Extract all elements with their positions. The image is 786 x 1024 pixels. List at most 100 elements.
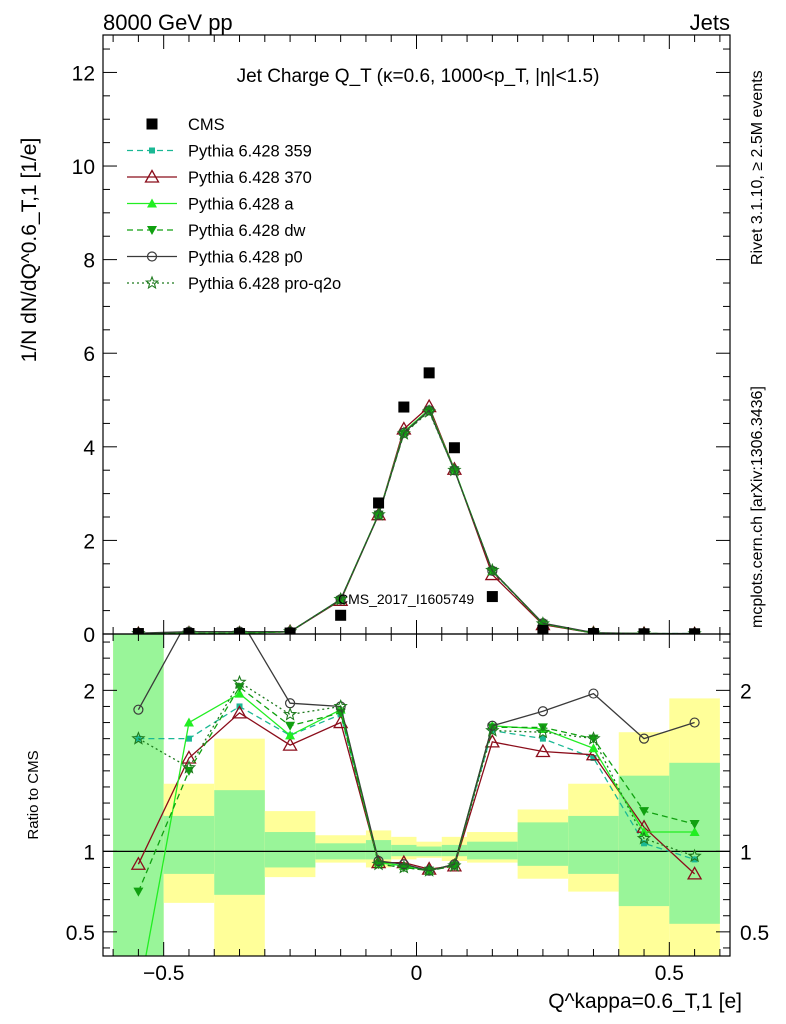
- data-point: [590, 754, 597, 761]
- stat-uncertainty-band: [568, 815, 619, 874]
- data-point: [333, 699, 348, 713]
- data-point: [588, 688, 599, 699]
- y-tick-label: 2: [83, 530, 95, 553]
- data-point: [539, 735, 546, 742]
- data-point: [641, 840, 648, 847]
- legend-label: Pythia 6.428 359: [188, 143, 312, 161]
- data-point: [146, 251, 158, 262]
- data-point: [448, 442, 460, 454]
- legend-item: Pythia 6.428 pro-q2o: [127, 275, 341, 293]
- y-tick-label: 10: [72, 156, 95, 179]
- data-point: [398, 401, 410, 413]
- data-point: [232, 674, 247, 689]
- data-point: [687, 848, 702, 863]
- y-tick-label: 0: [83, 624, 95, 647]
- data-point: [638, 733, 650, 744]
- legend-label: Pythia 6.428 dw: [188, 222, 305, 240]
- x-tick-label: 0: [411, 962, 423, 985]
- data-point: [147, 198, 157, 208]
- stat-uncertainty-band: [391, 844, 417, 857]
- data-point: [535, 743, 551, 758]
- legend-item: Pythia 6.428 p0: [127, 249, 303, 267]
- data-point: [285, 721, 296, 731]
- data-point: [485, 562, 500, 577]
- legend-label: CMS: [188, 116, 225, 134]
- data-point: [133, 887, 144, 897]
- stat-uncertainty-band: [113, 634, 164, 956]
- data-point: [333, 591, 348, 606]
- ratio-y-tick-label: 2: [83, 680, 95, 703]
- data-point: [487, 720, 498, 731]
- chart-title: Jet Charge Q_T (κ=0.6, 1000<p_T, |η|<1.5…: [237, 66, 600, 87]
- data-point: [231, 705, 248, 719]
- energy-label: 8000 GeV pp: [103, 10, 233, 35]
- data-point: [447, 858, 462, 872]
- data-point: [537, 723, 548, 733]
- data-point: [181, 760, 197, 774]
- legend-item: Pythia 6.428 a: [127, 196, 294, 214]
- data-point: [185, 735, 192, 742]
- data-point: [586, 731, 601, 745]
- ratio-y-tick-label: 0.5: [740, 922, 769, 945]
- data-point: [686, 866, 703, 880]
- stat-uncertainty-band: [441, 844, 468, 857]
- data-point: [689, 827, 700, 837]
- ratio-line: [145, 692, 695, 956]
- ratio-line: [138, 681, 695, 872]
- data-point: [485, 723, 500, 737]
- data-point: [449, 465, 460, 476]
- data-point: [335, 609, 347, 621]
- series-layer: [130, 367, 703, 1000]
- data-point: [447, 462, 462, 477]
- stat-uncertainty-band: [214, 790, 265, 895]
- ratio-y-tick-label: 0.5: [66, 922, 95, 945]
- data-point: [146, 118, 158, 130]
- ratio-y-tick-label: 1: [740, 841, 752, 864]
- ratio-line: [137, 634, 695, 872]
- stat-uncertainty-band: [264, 832, 316, 868]
- legend-label: Pythia 6.428 a: [188, 196, 294, 214]
- band-layer: [103, 634, 730, 956]
- data-point: [234, 688, 245, 698]
- data-point: [235, 613, 244, 622]
- data-point: [133, 991, 143, 1000]
- data-point: [373, 497, 385, 509]
- data-point: [131, 731, 146, 745]
- ratio-y-tick-label: 2: [740, 680, 752, 703]
- data-point: [639, 807, 650, 817]
- data-point: [149, 147, 155, 154]
- stat-uncertainty-band: [365, 840, 392, 860]
- ratio-bands: [113, 634, 720, 956]
- y-tick-label: 12: [72, 62, 95, 85]
- data-point: [184, 613, 193, 622]
- data-point: [285, 730, 296, 740]
- data-point: [371, 507, 386, 521]
- data-point: [282, 737, 298, 751]
- data-point: [371, 856, 386, 871]
- data-point: [421, 863, 437, 877]
- data-point: [144, 275, 160, 290]
- data-point: [282, 706, 298, 721]
- data-point: [636, 831, 652, 845]
- data-point: [335, 595, 346, 605]
- data-point: [423, 367, 435, 379]
- ratio-line: [137, 712, 696, 875]
- x-tick-label: −0.5: [143, 962, 184, 985]
- data-point: [689, 717, 700, 728]
- data-point: [183, 717, 194, 727]
- series-line: [138, 410, 695, 634]
- process-label: Jets: [690, 10, 730, 35]
- x-tick-label: 0.5: [655, 962, 684, 985]
- data-point: [133, 704, 144, 715]
- data-point: [130, 856, 147, 870]
- data-point: [486, 591, 498, 603]
- stat-uncertainty-band: [517, 822, 569, 866]
- legend-item: Pythia 6.428 359: [127, 143, 312, 161]
- stat-uncertainty-band: [669, 762, 720, 924]
- legend: CMS Pythia 6.428 359 Pythia 6.428 370 Pythi…: [127, 116, 341, 293]
- legend-item: Pythia 6.428 370: [127, 169, 312, 187]
- data-point: [373, 855, 384, 867]
- main-y-axis-label: 1/N dN/dQ^0.6_T,1 [1/e]: [18, 138, 41, 363]
- ratio-y-axis-label: Ratio to CMS: [25, 750, 42, 839]
